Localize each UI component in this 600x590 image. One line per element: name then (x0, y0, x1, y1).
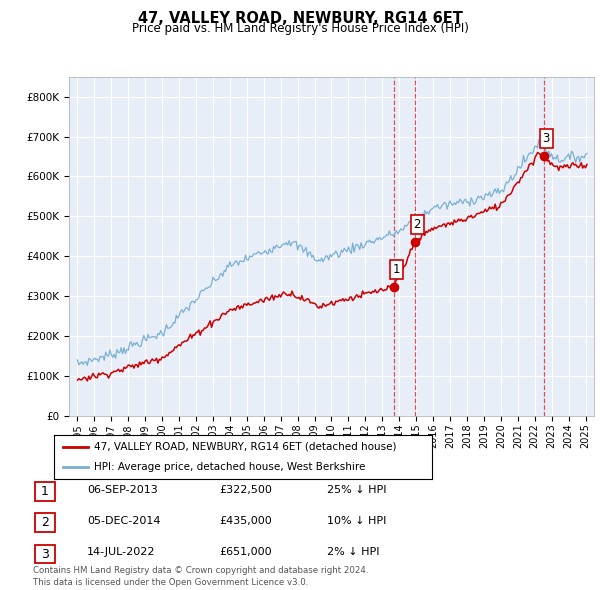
Text: 3: 3 (542, 132, 550, 145)
Text: 25% ↓ HPI: 25% ↓ HPI (327, 485, 386, 494)
Text: 06-SEP-2013: 06-SEP-2013 (87, 485, 158, 494)
Text: 2: 2 (413, 218, 421, 231)
Text: £322,500: £322,500 (219, 485, 272, 494)
FancyBboxPatch shape (35, 482, 55, 501)
Text: 1: 1 (41, 485, 49, 498)
Text: 10% ↓ HPI: 10% ↓ HPI (327, 516, 386, 526)
Text: 3: 3 (41, 548, 49, 560)
Text: 14-JUL-2022: 14-JUL-2022 (87, 548, 155, 557)
Text: Contains HM Land Registry data © Crown copyright and database right 2024.
This d: Contains HM Land Registry data © Crown c… (33, 566, 368, 587)
Text: Price paid vs. HM Land Registry's House Price Index (HPI): Price paid vs. HM Land Registry's House … (131, 22, 469, 35)
Text: £435,000: £435,000 (219, 516, 272, 526)
Text: 47, VALLEY ROAD, NEWBURY, RG14 6ET: 47, VALLEY ROAD, NEWBURY, RG14 6ET (137, 11, 463, 25)
FancyBboxPatch shape (35, 513, 55, 532)
Text: 2: 2 (41, 516, 49, 529)
Text: 47, VALLEY ROAD, NEWBURY, RG14 6ET (detached house): 47, VALLEY ROAD, NEWBURY, RG14 6ET (deta… (94, 442, 396, 452)
Text: 1: 1 (392, 263, 400, 276)
Text: £651,000: £651,000 (219, 548, 272, 557)
FancyBboxPatch shape (35, 545, 55, 563)
Text: 2% ↓ HPI: 2% ↓ HPI (327, 548, 380, 557)
Text: HPI: Average price, detached house, West Berkshire: HPI: Average price, detached house, West… (94, 462, 365, 472)
Text: 05-DEC-2014: 05-DEC-2014 (87, 516, 161, 526)
